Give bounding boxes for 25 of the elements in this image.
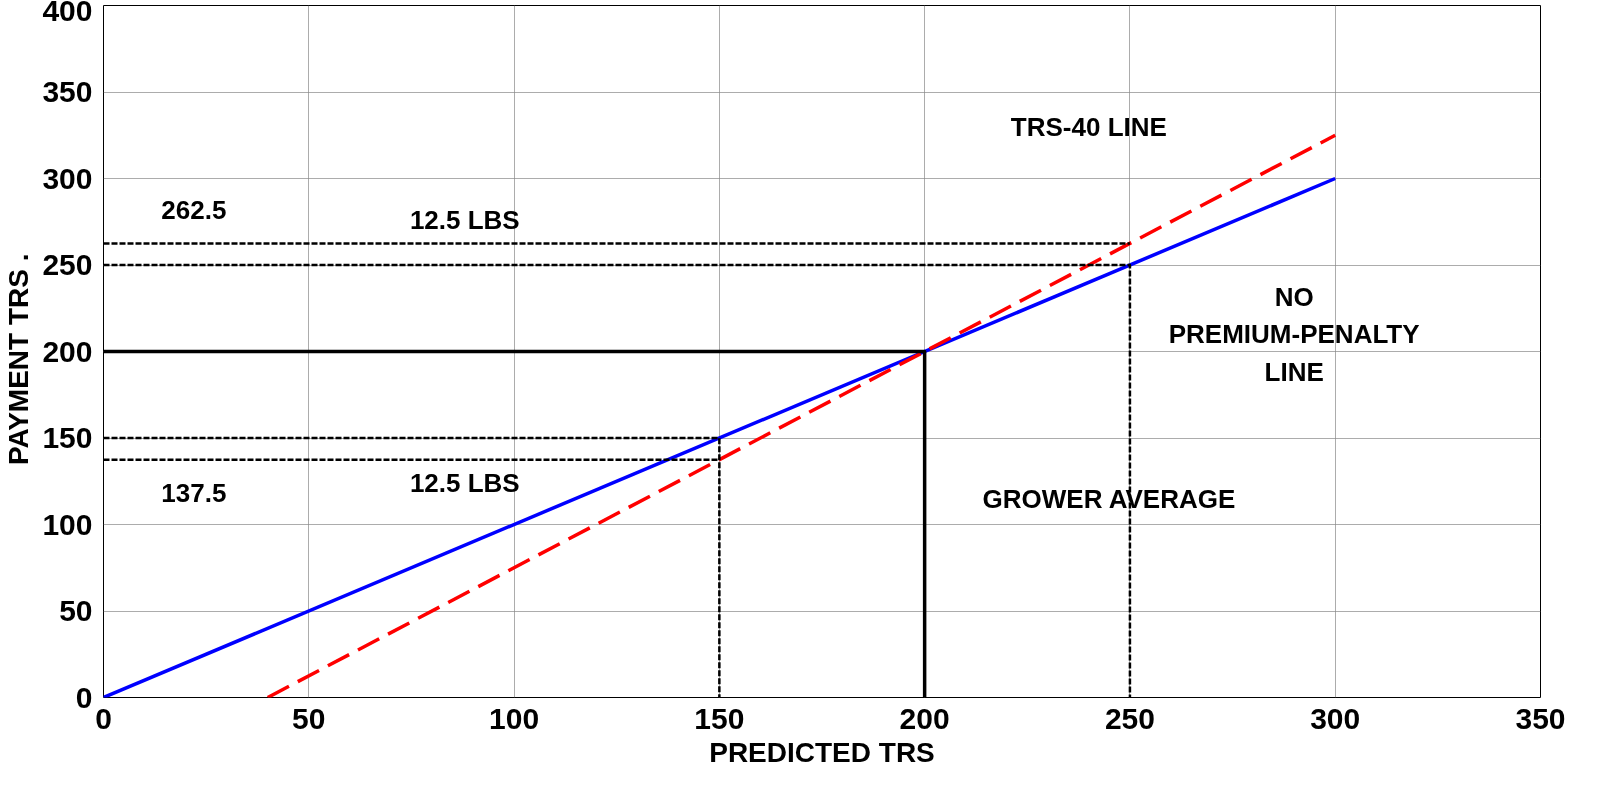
annotation: GROWER AVERAGE	[982, 483, 1236, 514]
y-tick-label: 200	[42, 334, 93, 368]
y-tick-label: 150	[42, 421, 93, 454]
x-tick-label: 100	[489, 701, 540, 735]
y-tick-label: 300	[42, 161, 93, 195]
annotation: TRS-40 LINE	[1010, 111, 1167, 142]
annotation: NO PREMIUM-PENALTY LINE	[1168, 281, 1420, 387]
y-tick-label: 50	[59, 594, 93, 627]
x-axis-title: PREDICTED TRS	[709, 736, 935, 768]
annotation: 137.5	[161, 478, 227, 509]
x-tick-label: 50	[292, 701, 326, 735]
y-tick-label: 350	[42, 75, 93, 108]
annotation: 262.5	[161, 194, 227, 225]
x-tick-label: 250	[1104, 701, 1155, 735]
x-tick-label: 150	[694, 701, 745, 735]
x-tick-label: 350	[1515, 701, 1566, 735]
annotation: 12.5 LBS	[409, 205, 520, 236]
x-tick-label: 300	[1310, 701, 1361, 735]
annotation: 12.5 LBS	[409, 467, 520, 498]
y-tick-label: 0	[75, 680, 93, 714]
y-tick-label: 400	[42, 0, 93, 27]
y-axis-title: PAYMENT TRS .	[3, 253, 35, 466]
x-tick-label: 200	[899, 701, 950, 735]
y-tick-label: 100	[42, 507, 93, 541]
y-tick-label: 250	[42, 248, 93, 281]
